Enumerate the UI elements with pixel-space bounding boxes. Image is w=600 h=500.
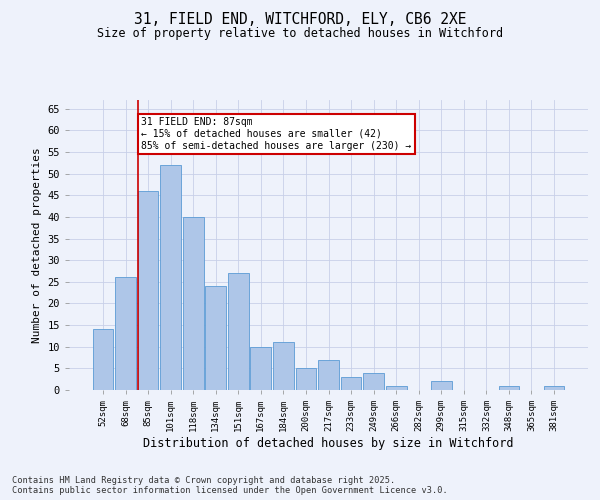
Bar xyxy=(273,342,294,390)
Bar xyxy=(183,217,203,390)
Text: 31 FIELD END: 87sqm
← 15% of detached houses are smaller (42)
85% of semi-detach: 31 FIELD END: 87sqm ← 15% of detached ho… xyxy=(141,118,412,150)
X-axis label: Distribution of detached houses by size in Witchford: Distribution of detached houses by size … xyxy=(143,437,514,450)
Bar xyxy=(296,368,316,390)
Text: 31, FIELD END, WITCHFORD, ELY, CB6 2XE: 31, FIELD END, WITCHFORD, ELY, CB6 2XE xyxy=(134,12,466,28)
Bar xyxy=(318,360,339,390)
Y-axis label: Number of detached properties: Number of detached properties xyxy=(32,147,42,343)
Bar xyxy=(205,286,226,390)
Bar xyxy=(92,330,113,390)
Bar xyxy=(137,191,158,390)
Bar xyxy=(228,273,248,390)
Bar xyxy=(363,372,384,390)
Bar xyxy=(544,386,565,390)
Bar xyxy=(499,386,520,390)
Bar xyxy=(160,165,181,390)
Bar xyxy=(386,386,407,390)
Bar xyxy=(250,346,271,390)
Bar xyxy=(115,278,136,390)
Text: Contains HM Land Registry data © Crown copyright and database right 2025.
Contai: Contains HM Land Registry data © Crown c… xyxy=(12,476,448,495)
Bar xyxy=(341,377,361,390)
Text: Size of property relative to detached houses in Witchford: Size of property relative to detached ho… xyxy=(97,28,503,40)
Bar xyxy=(431,382,452,390)
